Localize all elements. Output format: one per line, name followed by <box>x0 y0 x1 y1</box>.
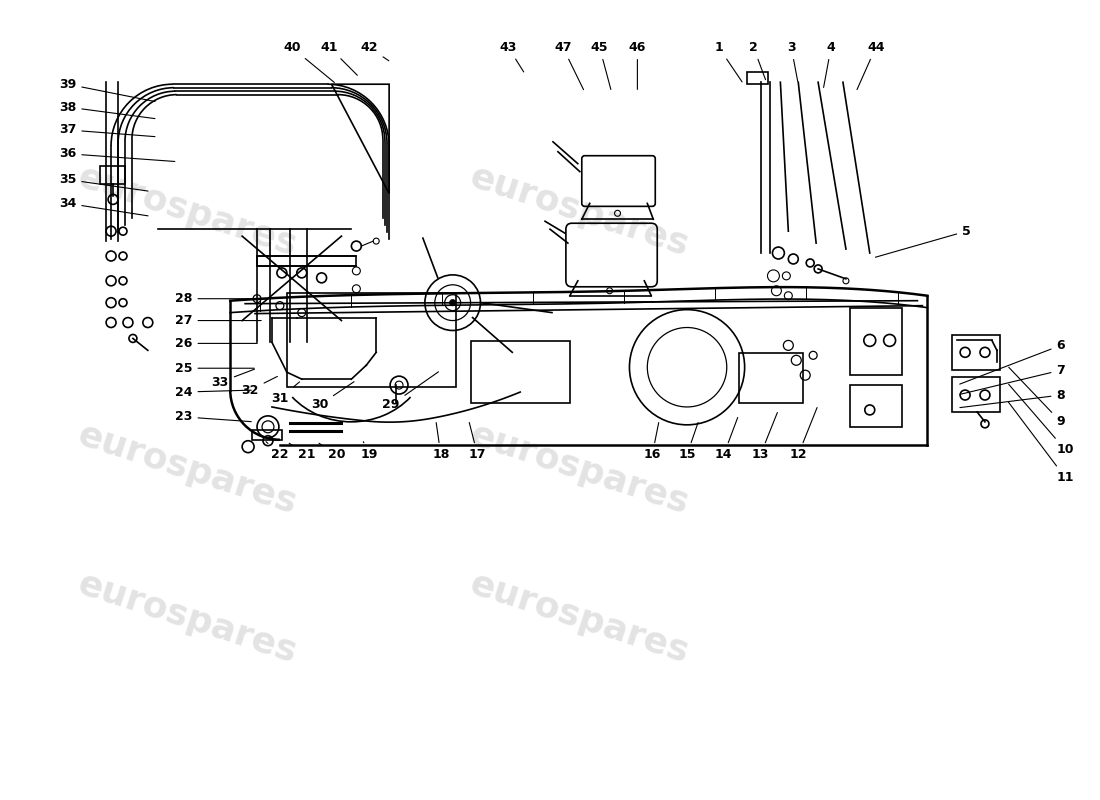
Text: 37: 37 <box>59 123 155 137</box>
Text: eurospares: eurospares <box>74 160 301 262</box>
Text: 24: 24 <box>175 386 251 398</box>
Text: 6: 6 <box>959 339 1065 384</box>
Text: 31: 31 <box>272 382 299 405</box>
Text: 25: 25 <box>175 362 254 374</box>
Text: 39: 39 <box>59 78 155 102</box>
Text: 14: 14 <box>715 418 738 461</box>
Text: 11: 11 <box>1009 402 1074 484</box>
Text: 23: 23 <box>175 410 251 423</box>
Text: 44: 44 <box>857 41 884 90</box>
Text: 32: 32 <box>241 377 277 397</box>
Bar <box>100 166 125 183</box>
Bar <box>747 72 769 84</box>
Text: 2: 2 <box>749 41 766 80</box>
Text: 30: 30 <box>311 382 354 411</box>
Text: 13: 13 <box>751 413 778 461</box>
Text: 22: 22 <box>266 442 288 461</box>
Text: 20: 20 <box>319 443 345 461</box>
Text: 4: 4 <box>824 41 835 87</box>
Bar <box>257 256 356 266</box>
Text: 38: 38 <box>59 101 155 118</box>
Text: 9: 9 <box>1009 367 1065 428</box>
Circle shape <box>450 300 455 306</box>
Text: 27: 27 <box>175 314 261 327</box>
Text: 8: 8 <box>960 389 1065 408</box>
Text: 46: 46 <box>629 41 646 90</box>
Text: eurospares: eurospares <box>466 418 694 521</box>
Text: 47: 47 <box>554 41 583 90</box>
Bar <box>850 385 902 427</box>
Text: 26: 26 <box>175 337 257 350</box>
Text: eurospares: eurospares <box>74 567 301 670</box>
Text: 10: 10 <box>1009 384 1074 456</box>
Text: 17: 17 <box>469 422 486 461</box>
Text: 40: 40 <box>283 41 334 82</box>
Bar <box>953 335 1000 370</box>
Text: 16: 16 <box>644 422 661 461</box>
Text: 21: 21 <box>289 443 316 461</box>
Text: eurospares: eurospares <box>74 418 301 521</box>
Text: eurospares: eurospares <box>466 567 694 670</box>
Text: 7: 7 <box>960 364 1065 394</box>
Text: 5: 5 <box>876 225 971 258</box>
Text: 41: 41 <box>321 41 358 75</box>
Bar <box>953 377 1000 412</box>
Bar <box>287 293 455 387</box>
Bar <box>739 354 803 403</box>
Text: 18: 18 <box>432 422 450 461</box>
Text: 28: 28 <box>175 292 267 306</box>
Text: 43: 43 <box>499 41 524 72</box>
Text: 12: 12 <box>790 407 817 461</box>
Text: 45: 45 <box>591 41 611 90</box>
Text: eurospares: eurospares <box>466 160 694 262</box>
Text: 33: 33 <box>211 370 254 389</box>
Text: 15: 15 <box>679 422 699 461</box>
Text: 29: 29 <box>383 372 439 411</box>
Text: 1: 1 <box>714 41 742 82</box>
Bar <box>850 308 902 375</box>
Text: 34: 34 <box>59 197 149 216</box>
Text: 35: 35 <box>59 173 149 191</box>
Text: 3: 3 <box>786 41 798 82</box>
Bar <box>471 342 570 403</box>
Text: 42: 42 <box>361 41 388 61</box>
Bar <box>252 430 282 440</box>
Text: 19: 19 <box>361 442 378 461</box>
Text: 36: 36 <box>59 147 175 162</box>
